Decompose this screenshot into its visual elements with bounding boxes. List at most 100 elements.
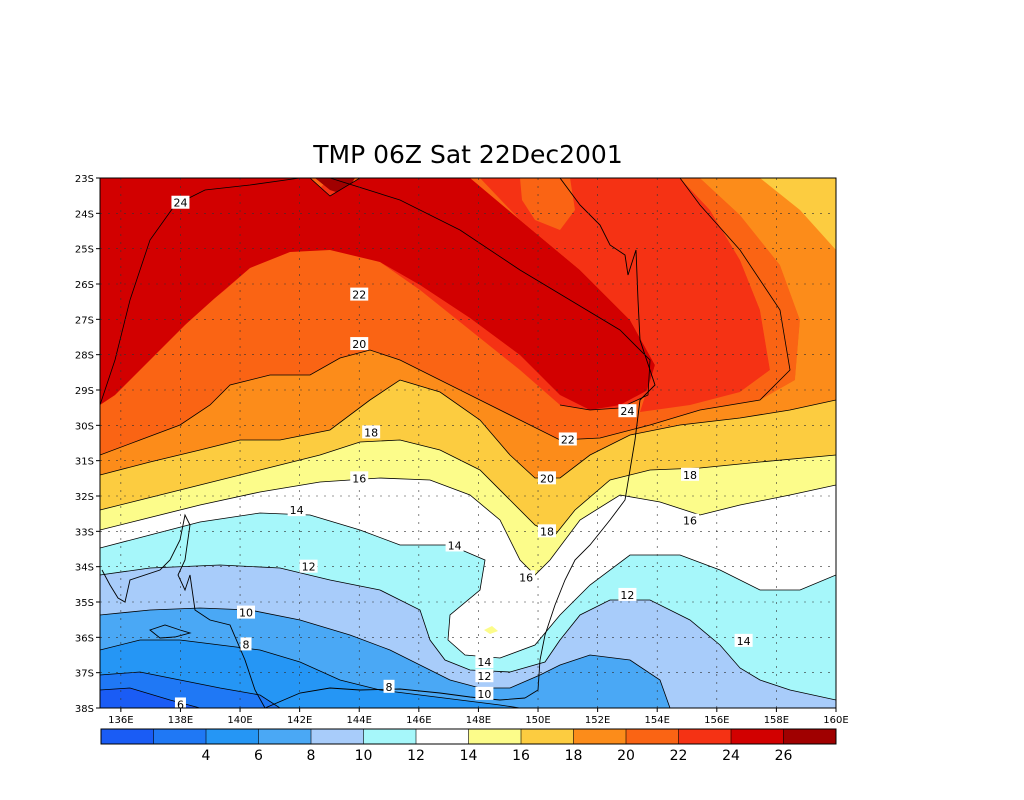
contour-line — [100, 379, 836, 479]
y-tick-label: 24S — [75, 209, 94, 220]
y-tick-label: 35S — [75, 598, 94, 609]
contour-label-bg — [734, 633, 753, 647]
contour-label-bg — [680, 467, 699, 481]
y-tick-label: 32S — [75, 492, 94, 503]
colorbar-label: 4 — [202, 748, 211, 764]
coastline-island — [149, 624, 192, 639]
y-tick-label: 30S — [75, 421, 94, 432]
contour-label: 18 — [683, 469, 697, 482]
y-tick-label: 26S — [75, 280, 94, 291]
colorbar-swatch — [783, 729, 837, 744]
contour-label-bg — [618, 404, 637, 418]
x-tick-label: 152E — [585, 715, 610, 726]
colorbar-swatch — [468, 729, 522, 744]
colorbar-swatch — [416, 729, 469, 744]
plot-area: 2424222220201818181616161414141412121210… — [99, 177, 837, 711]
contour-label: 10 — [239, 607, 253, 620]
contour-label: 14 — [477, 656, 491, 669]
y-tick-label: 29S — [75, 386, 94, 397]
colorbar-label: 22 — [670, 748, 688, 764]
contour-label: 14 — [737, 635, 751, 648]
y-tick-label: 27S — [75, 315, 94, 326]
contour-label: 24 — [620, 405, 634, 418]
x-tick-label: 142E — [287, 715, 312, 726]
band-yellow-island — [484, 626, 498, 634]
x-tick-label: 154E — [645, 715, 670, 726]
y-tick-label: 33S — [75, 527, 94, 538]
colorbar-label: 20 — [617, 748, 635, 764]
colorbar-swatch — [206, 729, 259, 744]
contour-line — [100, 564, 836, 701]
contour-line — [329, 178, 651, 411]
contour-label-bg — [445, 538, 464, 552]
colorbar-label: 10 — [355, 748, 373, 764]
contour-label-bg — [362, 425, 381, 439]
contour-label: 8 — [243, 638, 250, 651]
contour-label: 12 — [477, 670, 491, 683]
colorbar-swatch — [101, 729, 154, 744]
colorbar-swatch — [153, 729, 207, 744]
chart-title: TMP 06Z Sat 22Dec2001 — [313, 140, 623, 169]
colorbar-swatch — [678, 729, 732, 744]
colorbar-swatch — [311, 729, 364, 744]
coastline-gulf — [101, 513, 266, 708]
contour-label: 12 — [302, 561, 316, 574]
colorbar-label: 8 — [307, 748, 316, 764]
x-tick-label: 146E — [406, 715, 431, 726]
contour-label-bg — [475, 686, 494, 700]
contour-labels: 2424222220201818181616161414141412121210… — [171, 195, 753, 711]
colorbar-label: 26 — [775, 748, 793, 764]
contour-label: 22 — [352, 289, 366, 302]
contour-label-bg — [618, 587, 637, 601]
plot-frame — [99, 177, 837, 709]
contour-label: 20 — [540, 472, 554, 485]
contour-label-bg — [350, 471, 369, 485]
contour-lines — [100, 178, 836, 708]
contour-label-bg — [287, 503, 306, 517]
contour-label-bg — [174, 697, 186, 711]
x-tick-label: 158E — [764, 715, 789, 726]
colorbar-label: 24 — [722, 748, 740, 764]
contour-label: 18 — [364, 426, 378, 439]
colorbar-label: 14 — [460, 748, 478, 764]
contour-label-bg — [680, 513, 699, 527]
y-tick-label: 34S — [75, 563, 94, 574]
band-26-plus-b — [100, 178, 655, 410]
contour-label: 14 — [448, 539, 462, 552]
contour-label-bg — [517, 570, 536, 584]
contour-label: 12 — [620, 589, 634, 602]
colorbar-swatch — [626, 729, 679, 744]
contour-label: 18 — [540, 525, 554, 538]
colorbar-label: 18 — [565, 748, 583, 764]
y-tick-label: 37S — [75, 669, 94, 680]
band-orange-spot — [520, 178, 575, 230]
contour-label: 6 — [177, 698, 184, 711]
contour-label: 16 — [683, 515, 697, 528]
contour-line — [100, 178, 791, 456]
band-20-22-east — [680, 178, 800, 400]
colorbar-label: 16 — [512, 748, 530, 764]
contour-label: 16 — [352, 472, 366, 485]
contour-label-bg — [475, 669, 494, 683]
contour-label-bg — [240, 637, 252, 651]
x-tick-label: 140E — [227, 715, 252, 726]
colorbar-label: 12 — [407, 748, 425, 764]
contour-label-bg — [350, 287, 369, 301]
contour-label: 14 — [290, 504, 304, 517]
x-tick-label: 138E — [168, 715, 193, 726]
colorbar-swatch — [258, 729, 312, 744]
contour-label: 20 — [352, 338, 366, 351]
x-tick-label: 136E — [108, 715, 133, 726]
y-tick-label: 25S — [75, 245, 94, 256]
band-18-20-east — [700, 178, 836, 400]
contour-line — [100, 639, 521, 708]
contour-label-bg — [350, 337, 369, 351]
x-tick-label: 148E — [466, 715, 491, 726]
colorbar-swatch — [573, 729, 627, 744]
colorbar-swatch — [731, 729, 784, 744]
colorbar-label: 6 — [254, 748, 263, 764]
coastline-east — [524, 178, 656, 699]
colorbar-swatch — [363, 729, 417, 744]
contour-label-bg — [299, 559, 318, 573]
band-22-24-east — [480, 178, 770, 412]
